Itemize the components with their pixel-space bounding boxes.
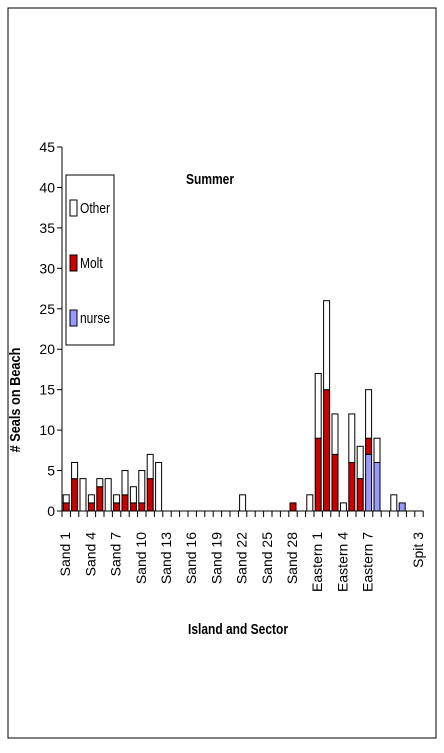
legend-label: Molt (80, 255, 103, 272)
bar-segment (323, 300, 331, 391)
x-tick-label: Sand 16 (183, 532, 199, 584)
bar-segment (365, 437, 373, 455)
bar-segment (104, 478, 112, 512)
x-tick-label: Eastern 4 (334, 532, 350, 592)
bar-segment (71, 461, 79, 480)
bar-segment (356, 478, 364, 512)
y-tick-label: 15 (39, 382, 55, 398)
bar-segment (121, 494, 129, 512)
bar-segment (348, 413, 356, 463)
bar-segment (87, 502, 95, 512)
bar-segment (62, 494, 70, 504)
bar-segment (138, 502, 146, 512)
bar-segment (146, 453, 154, 480)
bar-segment (138, 470, 146, 504)
bar-segment (289, 502, 297, 512)
y-tick-label: 20 (39, 341, 55, 357)
bar-segment (306, 494, 314, 512)
bar-segment (79, 478, 87, 512)
x-axis-title: Island and Sector (188, 621, 289, 638)
x-tick-label: Sand 28 (284, 532, 300, 584)
bar-segment (96, 486, 104, 512)
y-tick-label: 30 (39, 260, 55, 276)
bar-segment (129, 486, 137, 504)
bar-segment (331, 453, 339, 512)
bar-segment (62, 502, 70, 512)
frame (7, 7, 437, 739)
y-tick-label: 40 (39, 179, 55, 195)
legend-swatch (69, 199, 78, 217)
bar-segment (339, 502, 347, 512)
x-tick-label: Eastern 1 (309, 532, 325, 592)
y-tick-label: 5 (47, 463, 55, 479)
bar-segment (121, 470, 129, 496)
bar-segment (314, 372, 322, 439)
legend-label: Other (80, 200, 110, 217)
y-axis-title: # Seals on Beach (6, 348, 23, 453)
y-tick-label: 25 (39, 301, 55, 317)
bar-segment (113, 494, 121, 504)
legend-label: nurse (80, 310, 110, 327)
x-tick-label: Sand 13 (158, 532, 174, 584)
bar-segment (96, 478, 104, 488)
x-tick-label: Sand 7 (108, 532, 124, 577)
bar-segment (356, 445, 364, 480)
legend-swatch (69, 254, 78, 272)
bar-segment (348, 461, 356, 512)
bar-segment (365, 389, 373, 439)
bar-segment (113, 502, 121, 512)
bar-segment (146, 478, 154, 512)
bar-segment (373, 461, 381, 512)
x-tick-label: Eastern 7 (360, 532, 376, 592)
x-tick-label: Sand 19 (208, 532, 224, 584)
legend-swatch (69, 309, 78, 327)
bar-segment (323, 389, 331, 512)
y-tick-label: 35 (39, 220, 55, 236)
x-tick-label: Sand 1 (57, 532, 73, 577)
bar-segment (155, 461, 163, 512)
bar-segment (398, 502, 406, 512)
bar-segment (390, 494, 398, 512)
bar-segment (87, 494, 95, 504)
x-tick-label: Spit 3 (410, 532, 426, 568)
y-tick-label: 45 (39, 139, 55, 155)
bar-segment (71, 478, 79, 512)
bar-segment (314, 437, 322, 512)
x-tick-label: Sand 22 (234, 532, 250, 584)
x-tick-label: Sand 25 (259, 532, 275, 584)
y-tick-label: 0 (47, 503, 55, 519)
x-tick-label: Sand 10 (133, 532, 149, 584)
bar-segment (129, 502, 137, 512)
chart-title: Summer (186, 171, 235, 188)
bar-segment (239, 494, 247, 512)
x-tick-label: Sand 4 (82, 532, 98, 577)
bar-segment (331, 413, 339, 455)
bar-segment (373, 437, 381, 463)
bar-segment (365, 453, 373, 512)
y-tick-label: 10 (39, 422, 55, 438)
